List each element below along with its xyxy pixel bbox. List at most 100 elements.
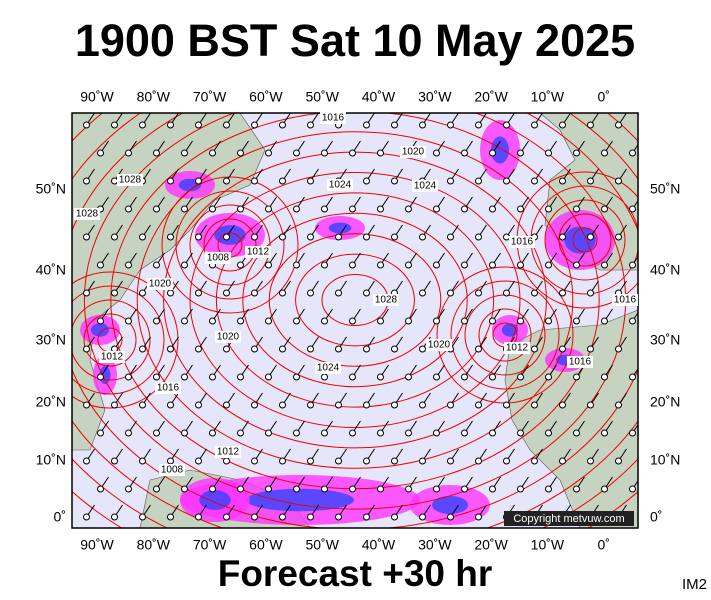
station: [349, 317, 356, 325]
station: [83, 345, 90, 353]
weather-overlay: [72, 113, 638, 528]
longitude-label: 30˚W: [418, 89, 452, 105]
station: [391, 233, 398, 241]
station: [489, 261, 496, 269]
station: [545, 485, 552, 493]
isobar-label-box: [400, 146, 426, 158]
station: [517, 317, 524, 325]
station: [265, 317, 272, 325]
station: [223, 457, 230, 465]
isobar: [189, 204, 271, 286]
station: [195, 513, 202, 521]
station: [83, 457, 90, 465]
precip-core: [199, 490, 231, 510]
station: [321, 149, 328, 157]
station: [405, 373, 412, 381]
precip-core: [432, 496, 468, 514]
station: [209, 429, 216, 437]
isobar-label-box: [509, 236, 535, 248]
station: [111, 401, 118, 409]
isobar-label: 1024: [329, 180, 352, 191]
station: [517, 485, 524, 493]
latitude-label: 20˚N: [36, 394, 66, 410]
station: [629, 485, 636, 493]
station: [391, 177, 398, 185]
longitude-label: 80˚W: [137, 537, 171, 553]
station: [321, 485, 328, 493]
station: [391, 401, 398, 409]
station: [545, 261, 552, 269]
station: [447, 289, 454, 297]
longitude-label: 60˚W: [249, 89, 283, 105]
station: [223, 289, 230, 297]
station: [265, 149, 272, 157]
station: [279, 457, 286, 465]
isobar: [72, 285, 165, 395]
station: [489, 485, 496, 493]
station: [181, 485, 188, 493]
station: [279, 233, 286, 241]
station: [377, 317, 384, 325]
longitude-label: 0˚: [597, 537, 609, 553]
station: [559, 289, 566, 297]
station: [181, 149, 188, 157]
station: [97, 149, 104, 157]
station: [601, 205, 608, 213]
station: [363, 177, 370, 185]
station: [489, 373, 496, 381]
isobar-label: 1016: [614, 295, 637, 306]
station: [251, 401, 258, 409]
precip-core: [564, 226, 596, 254]
station: [83, 513, 90, 521]
station: [307, 457, 314, 465]
isobar: [72, 299, 151, 381]
station: [97, 317, 104, 325]
station: [153, 261, 160, 269]
isobar: [558, 213, 612, 267]
station: [237, 261, 244, 269]
station: [349, 429, 356, 437]
isobar-label: 1024: [317, 363, 340, 374]
longitude-label: 0˚: [597, 89, 609, 105]
station: [335, 233, 342, 241]
station: [167, 457, 174, 465]
station: [433, 373, 440, 381]
station: [307, 513, 314, 521]
isobar-label-box: [99, 351, 125, 363]
station: [545, 373, 552, 381]
station: [433, 205, 440, 213]
latitude-label: 30˚N: [650, 332, 680, 348]
station: [293, 373, 300, 381]
isobar: [268, 233, 442, 367]
longitude-label: 50˚W: [305, 89, 339, 105]
station: [461, 485, 468, 493]
station: [629, 373, 636, 381]
station: [587, 457, 594, 465]
isobar: [544, 199, 626, 281]
station: [321, 261, 328, 269]
station: [167, 121, 174, 129]
station: [559, 457, 566, 465]
isobar-labels: 1016 1020 1028 1028 1024 1024 1016 1008 1012 1020…: [74, 112, 638, 476]
station: [489, 205, 496, 213]
isobar-label: 1028: [375, 295, 398, 306]
station: [349, 373, 356, 381]
station: [629, 429, 636, 437]
isobar: [175, 190, 285, 300]
isobar: [242, 212, 468, 388]
station: [307, 401, 314, 409]
station: [559, 121, 566, 129]
station: [489, 317, 496, 325]
isobar-label: 1020: [217, 332, 240, 343]
station: [419, 401, 426, 409]
station: [279, 289, 286, 297]
isobar: [161, 176, 299, 314]
station: [195, 177, 202, 185]
station: [419, 233, 426, 241]
latitude-label: 40˚N: [36, 262, 66, 278]
station: [251, 121, 258, 129]
station: [405, 261, 412, 269]
station: [111, 457, 118, 465]
station: [279, 121, 286, 129]
